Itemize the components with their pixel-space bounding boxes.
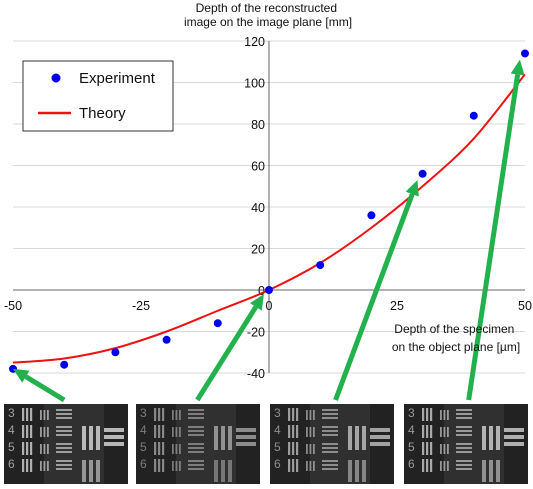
y-tick-label: 0	[258, 284, 265, 298]
group-number-label: 5	[140, 440, 147, 454]
y-axis-ticks: -40 -20 0 20 40 60 80 100 120	[244, 35, 265, 381]
x-axis-ticks: -50 -25 0 25 50	[4, 299, 532, 313]
experiment-point	[162, 335, 171, 344]
y-tick-label: 60	[251, 160, 265, 174]
x-tick-label: -50	[4, 299, 22, 313]
group-number-label: 3	[8, 406, 15, 420]
theory-curve	[12, 73, 526, 364]
x-tick-label: 25	[390, 299, 404, 313]
annotation-arrow	[13, 368, 66, 403]
annotation-arrow	[195, 294, 264, 402]
y-tick-label: -40	[247, 367, 265, 381]
arrow-shaft	[333, 193, 415, 401]
group-number-label: 6	[8, 457, 15, 471]
y-axis-label: Depth of the reconstructed image on the …	[184, 1, 352, 29]
legend-box	[22, 60, 174, 132]
resolution-target-image: 3 4 5 6	[136, 404, 260, 484]
group-number-label: 4	[408, 423, 415, 437]
y-tick-label: 20	[251, 243, 265, 257]
arrow-head	[510, 59, 525, 76]
resolution-target-image: 3 4 5 6	[404, 404, 528, 484]
resolution-target-image: 3 4 5 6	[270, 404, 394, 484]
series-layer	[9, 49, 529, 373]
experiment-point	[521, 49, 529, 58]
experiment-point	[60, 360, 69, 369]
x-tick-label: 50	[518, 299, 532, 313]
y-tick-label: 120	[244, 35, 265, 49]
annotation-arrow	[466, 59, 525, 401]
arrow-head	[249, 294, 264, 311]
y-tick-label: 40	[251, 201, 265, 215]
y-tick-label: 80	[251, 118, 265, 132]
experiment-point	[418, 169, 427, 178]
arrow-head	[405, 180, 419, 197]
legend: Experiment Theory	[22, 60, 174, 132]
y-axis-label-line-1: Depth of the reconstructed	[196, 1, 337, 15]
legend-experiment-marker	[51, 73, 61, 83]
arrow-shaft	[195, 305, 259, 402]
group-number-label: 5	[8, 440, 15, 454]
group-number-label: 4	[140, 423, 147, 437]
group-number-label: 6	[140, 457, 147, 471]
experiment-point	[316, 261, 325, 270]
thumbnail-1: 3 4 5 6	[4, 404, 128, 484]
y-tick-label: -20	[247, 326, 265, 340]
experiment-point	[265, 286, 273, 294]
arrow-shaft	[24, 374, 66, 403]
x-axis-label-line-1: Depth of the specimen	[394, 322, 514, 336]
group-number-label: 6	[408, 457, 415, 471]
group-number-label: 3	[274, 406, 281, 420]
thumbnail-3: 3 4 5 6	[270, 404, 394, 484]
legend-experiment-label: Experiment	[79, 70, 156, 87]
group-number-label: 5	[408, 440, 415, 454]
arrow-head	[13, 368, 30, 383]
thumbnail-4: 3 4 5 6	[404, 404, 528, 484]
experiment-point	[367, 211, 376, 220]
experiment-point	[213, 319, 222, 328]
experiment-point	[469, 111, 478, 120]
group-number-label: 6	[274, 457, 281, 471]
x-axis-label-line-2: on the object plane [µm]	[392, 340, 520, 354]
group-number-label: 4	[274, 423, 281, 437]
y-tick-label: 100	[244, 77, 265, 91]
y-axis-label-line-2: image on the image plane [mm]	[184, 15, 352, 29]
group-number-label: 4	[8, 423, 15, 437]
annotation-arrow	[333, 180, 419, 401]
x-tick-label: 0	[266, 299, 273, 313]
x-axis-label: Depth of the specimen on the object plan…	[392, 322, 520, 354]
group-number-label: 3	[408, 406, 415, 420]
x-tick-label: -25	[132, 299, 150, 313]
group-number-label: 3	[140, 406, 147, 420]
arrow-shaft	[466, 74, 521, 401]
group-number-label: 5	[274, 440, 281, 454]
annotation-arrows	[13, 59, 525, 403]
legend-theory-label: Theory	[79, 105, 126, 122]
resolution-target-image: 3 4 5 6	[4, 404, 128, 484]
thumbnail-2: 3 4 5 6	[136, 404, 260, 484]
experiment-point	[111, 348, 120, 357]
